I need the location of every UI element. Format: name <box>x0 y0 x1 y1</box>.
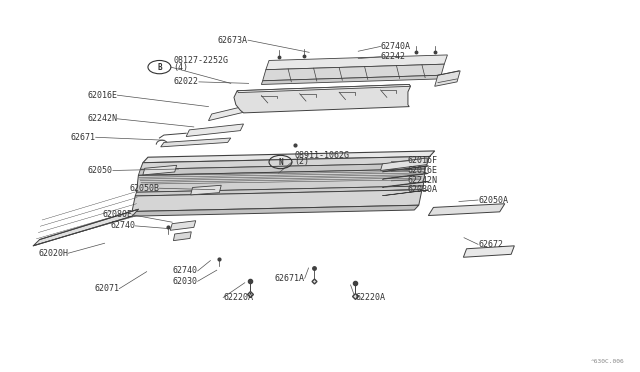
Polygon shape <box>463 246 515 257</box>
Text: 62080E: 62080E <box>102 210 132 219</box>
Polygon shape <box>266 55 447 70</box>
Text: 62020H: 62020H <box>38 249 68 258</box>
Polygon shape <box>173 232 191 241</box>
Polygon shape <box>132 190 422 211</box>
Text: 62242N: 62242N <box>88 114 117 123</box>
Text: 62016E: 62016E <box>88 91 117 100</box>
Text: 62242: 62242 <box>381 52 406 61</box>
Text: 62220A: 62220A <box>223 293 253 302</box>
Text: 08911-1062G: 08911-1062G <box>294 151 349 160</box>
Text: ^630C.006: ^630C.006 <box>591 359 625 364</box>
Text: (2): (2) <box>294 157 310 166</box>
Polygon shape <box>136 169 425 192</box>
Text: 62671: 62671 <box>70 133 96 142</box>
Text: 62016E: 62016E <box>408 166 438 175</box>
Text: 62671A: 62671A <box>275 274 305 283</box>
Polygon shape <box>262 64 444 81</box>
Text: 62740: 62740 <box>173 266 198 275</box>
Text: 62071: 62071 <box>94 284 119 293</box>
Polygon shape <box>428 204 505 215</box>
Text: (4): (4) <box>173 62 188 71</box>
Text: 62740A: 62740A <box>381 42 410 51</box>
Polygon shape <box>140 157 429 169</box>
Text: 62050A: 62050A <box>478 196 508 205</box>
Polygon shape <box>186 124 244 137</box>
Polygon shape <box>170 221 196 230</box>
Polygon shape <box>383 166 428 172</box>
Polygon shape <box>209 102 262 121</box>
Text: 62220A: 62220A <box>355 293 385 302</box>
Text: 62022: 62022 <box>174 77 199 86</box>
Text: 62016F: 62016F <box>408 156 438 166</box>
Polygon shape <box>143 165 177 175</box>
Text: 62242N: 62242N <box>408 176 438 185</box>
Text: 62672: 62672 <box>478 240 503 249</box>
Text: 62030: 62030 <box>173 277 198 286</box>
Polygon shape <box>143 151 435 163</box>
Text: 62673A: 62673A <box>218 36 248 45</box>
Text: 62080A: 62080A <box>408 185 438 194</box>
Polygon shape <box>435 71 460 86</box>
Polygon shape <box>383 190 428 196</box>
Polygon shape <box>234 84 410 113</box>
Polygon shape <box>33 209 138 246</box>
Polygon shape <box>383 173 428 179</box>
Polygon shape <box>261 75 441 84</box>
Text: 62740: 62740 <box>110 221 135 230</box>
Polygon shape <box>127 205 419 216</box>
Text: B: B <box>157 62 162 72</box>
Polygon shape <box>135 186 423 196</box>
Polygon shape <box>161 138 231 147</box>
Polygon shape <box>237 84 410 93</box>
Text: 62050: 62050 <box>88 166 113 175</box>
Polygon shape <box>138 163 427 175</box>
Text: N: N <box>278 157 283 167</box>
Text: 62050B: 62050B <box>129 184 159 193</box>
Polygon shape <box>191 185 221 195</box>
Text: 08127-2252G: 08127-2252G <box>173 56 228 65</box>
Polygon shape <box>383 181 428 187</box>
Polygon shape <box>381 158 427 170</box>
